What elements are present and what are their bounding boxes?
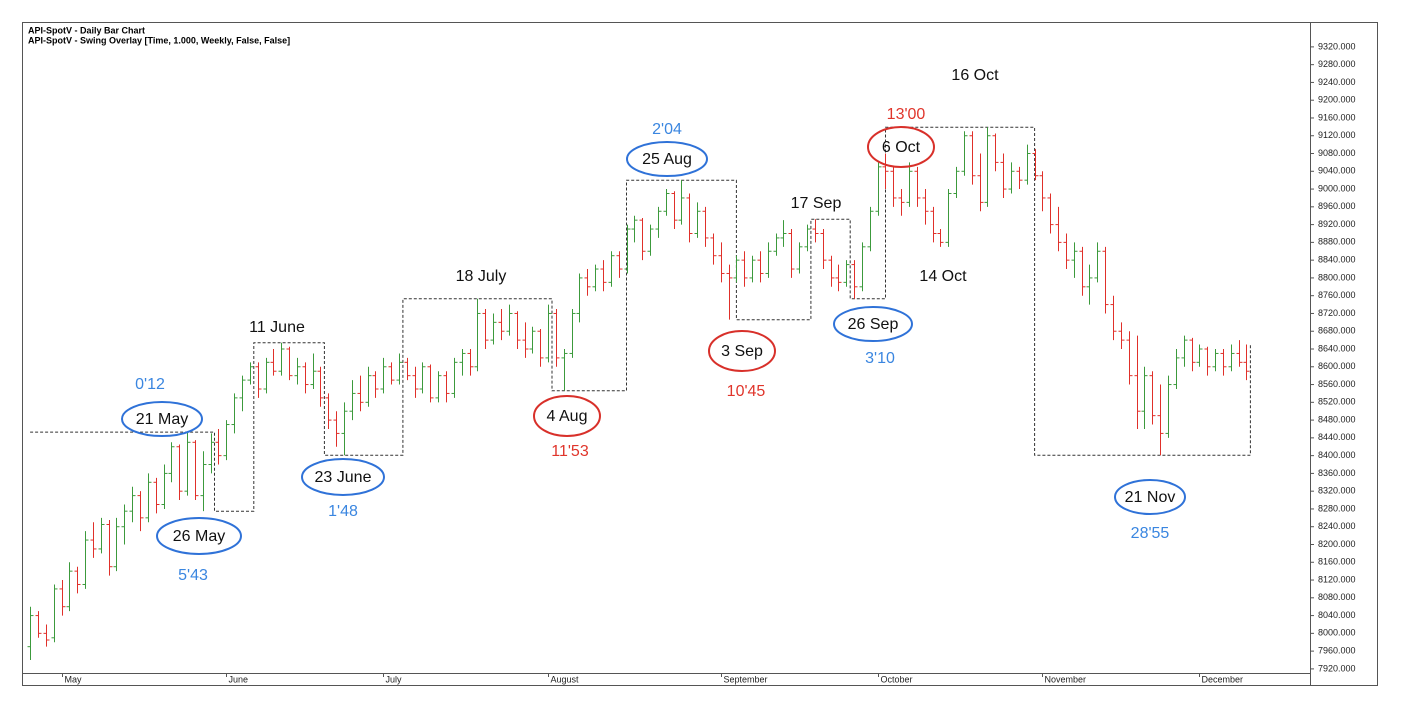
y-tick-label: 8120.000 bbox=[1318, 574, 1356, 584]
y-tick-label: 8320.000 bbox=[1318, 486, 1356, 496]
annotation-ring bbox=[833, 306, 913, 342]
y-tick-label: 8160.000 bbox=[1318, 557, 1356, 567]
annotation: 16 Oct bbox=[951, 67, 999, 84]
annotation: 4 Aug bbox=[547, 408, 588, 425]
x-tick-label: November bbox=[1045, 674, 1087, 684]
y-tick-label: 8520.000 bbox=[1318, 397, 1356, 407]
annotation: 26 Sep bbox=[848, 316, 899, 333]
y-tick-label: 8080.000 bbox=[1318, 592, 1356, 602]
swing-line bbox=[30, 126, 1251, 512]
y-tick-label: 8920.000 bbox=[1318, 219, 1356, 229]
chart-subtitle: API-SpotV - Swing Overlay [Time, 1.000, … bbox=[28, 35, 290, 45]
y-tick-label: 9240.000 bbox=[1318, 77, 1356, 87]
annotation: 21 Nov bbox=[1125, 489, 1176, 506]
frame bbox=[22, 22, 1378, 686]
y-tick-label: 9080.000 bbox=[1318, 148, 1356, 158]
y-tick-label: 8440.000 bbox=[1318, 432, 1356, 442]
y-tick-label: 7960.000 bbox=[1318, 645, 1356, 655]
annotation: 21 May bbox=[136, 411, 188, 428]
y-tick-label: 9040.000 bbox=[1318, 166, 1356, 176]
x-tick-label: June bbox=[229, 674, 249, 684]
annotation-ring bbox=[156, 517, 242, 555]
y-tick-label: 8240.000 bbox=[1318, 521, 1356, 531]
annotation: 3'10 bbox=[865, 350, 895, 367]
annotation-ring bbox=[626, 141, 708, 177]
x-tick-label: August bbox=[551, 674, 580, 684]
annotation-ring bbox=[301, 458, 385, 496]
x-tick-label: May bbox=[65, 674, 83, 684]
annotation: 2'04 bbox=[652, 121, 682, 138]
y-tick-label: 9280.000 bbox=[1318, 59, 1356, 69]
annotation: 6 Oct bbox=[882, 139, 921, 156]
annotation-ring bbox=[121, 401, 203, 437]
chart-title: API-SpotV - Daily Bar Chart bbox=[28, 25, 145, 35]
annotation: 17 Sep bbox=[791, 195, 842, 212]
y-tick-label: 9200.000 bbox=[1318, 95, 1356, 105]
x-tick-label: September bbox=[724, 674, 768, 684]
annotation: 0'12 bbox=[135, 376, 165, 393]
annotation: 11 June bbox=[249, 319, 305, 336]
annotation: 13'00 bbox=[887, 106, 926, 123]
y-tick-label: 8040.000 bbox=[1318, 610, 1356, 620]
annotation: 10'45 bbox=[727, 383, 766, 400]
annotation: 28'55 bbox=[1131, 525, 1170, 542]
y-tick-label: 8360.000 bbox=[1318, 468, 1356, 478]
annotation-ring bbox=[533, 395, 601, 437]
annotation: 14 Oct bbox=[919, 268, 967, 285]
y-tick-label: 8280.000 bbox=[1318, 503, 1356, 513]
y-tick-label: 8000.000 bbox=[1318, 628, 1356, 638]
y-tick-label: 8200.000 bbox=[1318, 539, 1356, 549]
annotation: 23 June bbox=[315, 469, 372, 486]
y-tick-label: 7920.000 bbox=[1318, 663, 1356, 673]
x-tick-label: October bbox=[881, 674, 913, 684]
annotation: 26 May bbox=[173, 528, 225, 545]
y-tick-label: 8640.000 bbox=[1318, 343, 1356, 353]
y-tick-label: 8680.000 bbox=[1318, 326, 1356, 336]
y-tick-label: 8400.000 bbox=[1318, 450, 1356, 460]
y-tick-label: 8760.000 bbox=[1318, 290, 1356, 300]
annotation-ring bbox=[867, 126, 935, 168]
y-tick-label: 8560.000 bbox=[1318, 379, 1356, 389]
annotation: 11'53 bbox=[551, 443, 589, 460]
y-tick-label: 9000.000 bbox=[1318, 183, 1356, 193]
annotation: 5'43 bbox=[178, 567, 208, 584]
x-tick-label: July bbox=[386, 674, 403, 684]
y-tick-label: 8600.000 bbox=[1318, 361, 1356, 371]
y-tick-label: 9320.000 bbox=[1318, 41, 1356, 51]
annotation: 1'48 bbox=[328, 503, 358, 520]
annotation-ring bbox=[1114, 479, 1186, 515]
annotation: 18 July bbox=[456, 268, 507, 285]
y-tick-label: 8720.000 bbox=[1318, 308, 1356, 318]
annotation-ring bbox=[708, 330, 776, 372]
y-tick-label: 9160.000 bbox=[1318, 112, 1356, 122]
annotation: 3 Sep bbox=[721, 343, 763, 360]
y-tick-label: 8480.000 bbox=[1318, 414, 1356, 424]
y-tick-label: 8800.000 bbox=[1318, 272, 1356, 282]
annotation: 25 Aug bbox=[642, 151, 692, 168]
y-tick-label: 8960.000 bbox=[1318, 201, 1356, 211]
y-tick-label: 8840.000 bbox=[1318, 255, 1356, 265]
x-tick-label: December bbox=[1202, 674, 1244, 684]
y-tick-label: 9120.000 bbox=[1318, 130, 1356, 140]
y-tick-label: 8880.000 bbox=[1318, 237, 1356, 247]
